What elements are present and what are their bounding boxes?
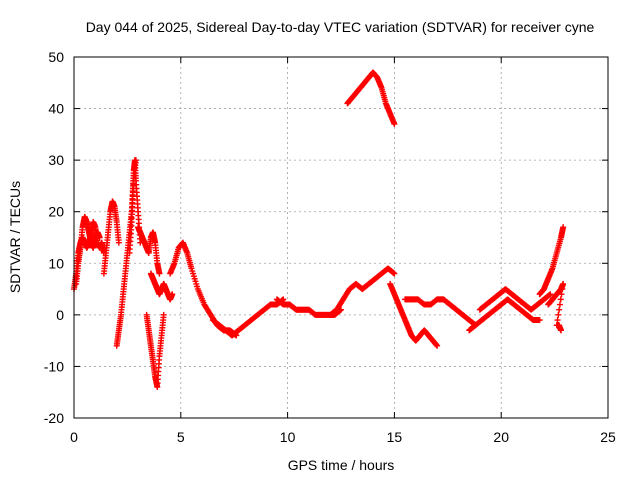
x-tick-label: 15 xyxy=(387,429,403,445)
data-point xyxy=(160,311,167,318)
y-tick-label: 50 xyxy=(48,49,64,65)
y-axis-label: SDTVAR / TECUs xyxy=(7,181,23,293)
x-tick-label: 0 xyxy=(70,429,78,445)
y-tick-label: -20 xyxy=(44,410,64,426)
data-point xyxy=(169,291,176,298)
x-tick-label: 25 xyxy=(600,429,616,445)
x-tick-label: 20 xyxy=(493,429,509,445)
data-point xyxy=(280,296,287,303)
data-point-fill xyxy=(554,317,561,324)
y-tick-label: 30 xyxy=(48,152,64,168)
grid xyxy=(73,56,609,419)
data-point-fill xyxy=(556,306,563,313)
tick-labels: 0 5 10 15 20 25 -20 -10 0 10 20 30 40 50 xyxy=(44,49,616,445)
data-point xyxy=(560,280,567,287)
x-tick-label: 5 xyxy=(177,429,185,445)
data-point-fill xyxy=(559,286,566,293)
data-point xyxy=(391,121,398,128)
data-point-fill xyxy=(557,296,564,303)
data-point xyxy=(536,317,543,324)
data-point-fill xyxy=(558,291,565,298)
y-tick-label: 40 xyxy=(48,101,64,117)
data-point xyxy=(391,270,398,277)
x-axis-label: GPS time / hours xyxy=(288,457,395,473)
data-point-fill xyxy=(556,301,563,308)
data-points xyxy=(71,69,567,391)
data-point xyxy=(560,224,567,231)
plot-frame xyxy=(73,56,609,419)
y-tick-label: 10 xyxy=(48,255,64,271)
data-point xyxy=(558,327,565,334)
data-point xyxy=(547,291,554,298)
x-tick-label: 10 xyxy=(280,429,296,445)
chart-title: Day 044 of 2025, Sidereal Day-to-day VTE… xyxy=(86,19,595,35)
data-point xyxy=(96,234,103,241)
data-point xyxy=(115,239,122,246)
y-tick-label: 0 xyxy=(56,307,64,323)
data-point-fill xyxy=(555,311,562,318)
y-tick-label: -10 xyxy=(44,358,64,374)
data-point xyxy=(434,342,441,349)
y-tick-label: 20 xyxy=(48,204,64,220)
data-point xyxy=(156,270,163,277)
